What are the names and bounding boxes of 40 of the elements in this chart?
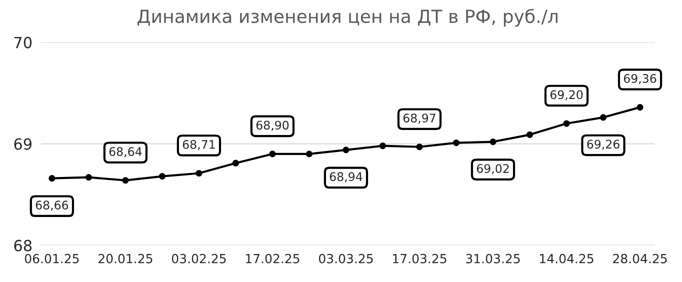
x-tick-label: 14.04.25 (540, 254, 594, 264)
data-label: 68,94 (330, 172, 362, 182)
point (232, 160, 240, 166)
data-label: 68,64 (109, 147, 142, 158)
x-tick-label: 28.04.25 (613, 254, 667, 264)
data-label: 68,71 (182, 140, 215, 150)
x-tick-label: 03.02.25 (172, 254, 226, 264)
data-label: 69,20 (550, 90, 583, 100)
point (600, 114, 607, 121)
y-tick-label: 68 (14, 240, 32, 252)
point (122, 177, 129, 184)
y-tick-label: 69 (14, 138, 32, 150)
point (416, 144, 423, 150)
x-tick-label: 17.03.25 (393, 254, 446, 264)
x-tick-label: 17.02.25 (246, 254, 300, 264)
y-tick-label: 70 (14, 36, 32, 48)
chart-title: Динамика изменения цен на ДТ в РФ, руб./л (138, 8, 558, 27)
point (85, 174, 92, 181)
point (306, 150, 313, 158)
point (196, 170, 202, 177)
point (636, 104, 644, 111)
point (342, 146, 350, 154)
data-label: 68,90 (256, 120, 289, 131)
x-tick-label: 06.01.25 (24, 254, 79, 264)
data-label: 69,26 (587, 140, 620, 150)
data-label: 68,97 (403, 114, 436, 124)
x-tick-label: 20.01.25 (98, 254, 152, 264)
point (269, 150, 276, 158)
x-tick-label: 03.03.25 (318, 254, 373, 264)
data-label: 69,02 (476, 164, 509, 174)
point (379, 142, 386, 150)
point (452, 140, 460, 146)
point (48, 175, 56, 182)
point (526, 131, 534, 138)
point (158, 173, 166, 180)
data-label: 68,66 (36, 200, 68, 211)
data-label: 69,36 (624, 74, 656, 84)
point (563, 120, 570, 127)
x-tick-label: 31.03.25 (466, 254, 520, 264)
point (490, 138, 496, 146)
